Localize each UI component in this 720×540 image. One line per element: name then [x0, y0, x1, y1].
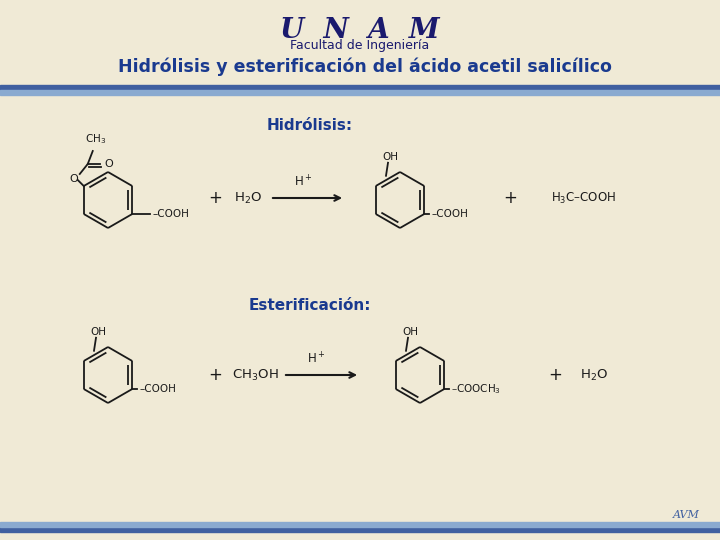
Text: H$_2$O: H$_2$O — [580, 367, 608, 382]
Text: +: + — [503, 189, 517, 207]
Text: H$_2$O: H$_2$O — [234, 191, 262, 206]
Text: OH: OH — [402, 327, 418, 337]
Text: H$^+$: H$^+$ — [294, 174, 312, 190]
Text: O: O — [104, 159, 114, 169]
Text: Hidrólisis y esterificación del ácido acetil salicílico: Hidrólisis y esterificación del ácido ac… — [118, 58, 612, 76]
Text: +: + — [208, 366, 222, 384]
Text: U  N  A  M: U N A M — [280, 17, 440, 44]
Text: –COOH: –COOH — [152, 209, 189, 219]
Text: +: + — [208, 189, 222, 207]
Text: O: O — [69, 174, 78, 184]
Text: –COOH: –COOH — [139, 384, 176, 394]
Text: CH$_3$: CH$_3$ — [85, 132, 107, 146]
Bar — [0, 527, 720, 532]
Text: Hidrólisis:: Hidrólisis: — [267, 118, 353, 132]
Text: OH: OH — [382, 152, 398, 162]
Text: H$_3$C–COOH: H$_3$C–COOH — [551, 191, 616, 206]
Text: AVM: AVM — [673, 510, 700, 520]
Bar — [0, 90, 720, 95]
Text: Esterificación:: Esterificación: — [248, 298, 372, 313]
Text: OH: OH — [90, 327, 106, 337]
Bar — [0, 522, 720, 527]
Bar — [0, 85, 720, 90]
Text: –COOH: –COOH — [431, 209, 468, 219]
Text: CH$_3$OH: CH$_3$OH — [232, 367, 279, 382]
Text: H$^+$: H$^+$ — [307, 352, 325, 367]
Text: +: + — [548, 366, 562, 384]
Text: Facultad de Ingeniería: Facultad de Ingeniería — [290, 39, 430, 52]
Text: –COOCH$_3$: –COOCH$_3$ — [451, 382, 501, 396]
